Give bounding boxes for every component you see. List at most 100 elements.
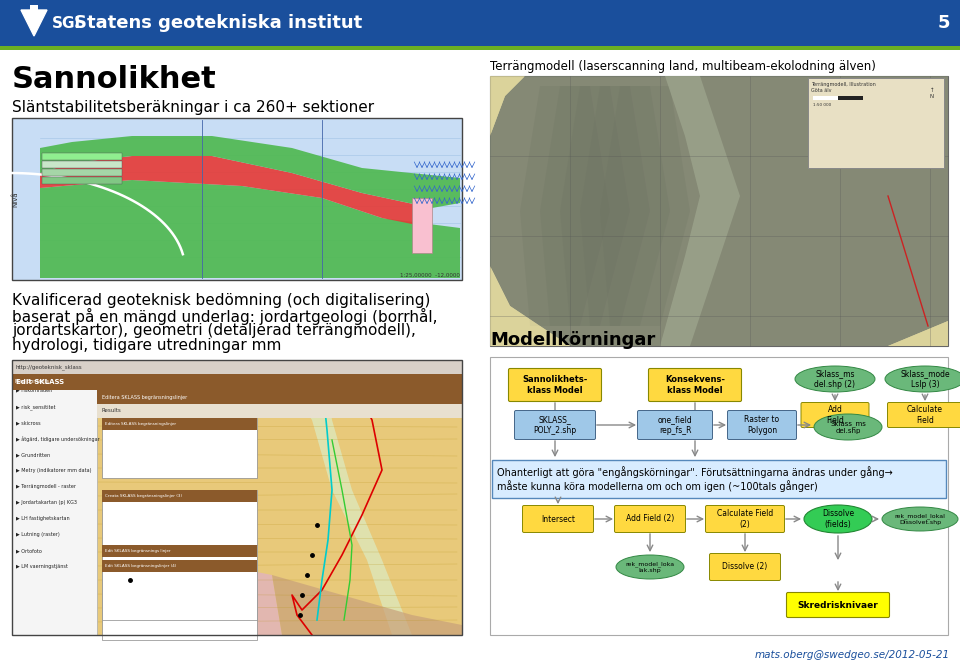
Text: Sklass_ms
del.shp: Sklass_ms del.shp xyxy=(830,420,866,434)
Text: Map Contents: Map Contents xyxy=(15,379,49,385)
Text: ▶ riskområden: ▶ riskområden xyxy=(16,388,52,393)
Bar xyxy=(12,360,462,635)
Text: Sklass_mode
Lslp (3): Sklass_mode Lslp (3) xyxy=(900,369,949,389)
Ellipse shape xyxy=(814,414,882,440)
Bar xyxy=(12,360,462,374)
Text: Ohanterligt att göra "engångskörningar". Förutsättningarna ändras under gång→
må: Ohanterligt att göra "engångskörningar".… xyxy=(497,466,893,492)
Bar xyxy=(102,545,257,557)
Text: Terrängmodell, Illustration
Göta älv: Terrängmodell, Illustration Göta älv xyxy=(811,82,876,93)
Text: Creata SKLASS begränsningslinjer (3): Creata SKLASS begränsningslinjer (3) xyxy=(105,494,182,498)
Bar xyxy=(12,374,462,390)
Text: ▶ Jordartakartan (p) KG3: ▶ Jordartakartan (p) KG3 xyxy=(16,500,77,505)
Text: ▶ risk_sensititet: ▶ risk_sensititet xyxy=(16,404,56,410)
Bar xyxy=(808,78,944,168)
FancyBboxPatch shape xyxy=(709,553,780,581)
Text: hydrologi, tidigare utredningar mm: hydrologi, tidigare utredningar mm xyxy=(12,338,281,353)
Polygon shape xyxy=(520,86,610,326)
Polygon shape xyxy=(650,76,740,346)
Bar xyxy=(12,360,97,635)
Text: Raster to
Polygon: Raster to Polygon xyxy=(744,415,780,435)
Text: mats.oberg@swedgeo.se/2012-05-21: mats.oberg@swedgeo.se/2012-05-21 xyxy=(755,650,950,660)
Text: ▶ Metry (indikatorer mm data): ▶ Metry (indikatorer mm data) xyxy=(16,468,91,473)
Polygon shape xyxy=(490,266,570,346)
Bar xyxy=(490,357,948,635)
Text: Dissolve
(fields): Dissolve (fields) xyxy=(822,509,854,529)
Polygon shape xyxy=(490,76,948,346)
FancyBboxPatch shape xyxy=(614,506,685,532)
Text: Skredrisknivaer: Skredrisknivaer xyxy=(798,600,878,610)
Text: ▶ Ortofoto: ▶ Ortofoto xyxy=(16,548,42,553)
Text: Editera SKLASS begränsningslinjer: Editera SKLASS begränsningslinjer xyxy=(105,422,176,426)
Text: Editera SKLASS begränsningslinjer: Editera SKLASS begränsningslinjer xyxy=(102,395,187,399)
Text: ▶ Terrängmodell - raster: ▶ Terrängmodell - raster xyxy=(16,484,76,489)
Text: ▶ add_sklass: ▶ add_sklass xyxy=(16,372,48,378)
Bar xyxy=(12,360,462,635)
Text: ▶ åtgärd, tidigare undersökningar: ▶ åtgärd, tidigare undersökningar xyxy=(16,436,100,442)
Bar xyxy=(0,46,960,50)
Text: Dissolve (2): Dissolve (2) xyxy=(722,563,768,571)
Bar xyxy=(102,560,257,572)
Ellipse shape xyxy=(804,505,872,533)
Text: Calculate
Field: Calculate Field xyxy=(907,405,943,425)
Bar xyxy=(12,374,97,390)
Bar xyxy=(102,545,257,620)
Bar xyxy=(102,418,257,478)
Text: ▶ LM vaerningstjänst: ▶ LM vaerningstjänst xyxy=(16,564,68,569)
Text: ▶ LH fastighetskartan: ▶ LH fastighetskartan xyxy=(16,516,70,521)
Bar xyxy=(42,161,122,168)
FancyBboxPatch shape xyxy=(649,369,741,401)
Bar xyxy=(102,418,257,430)
Polygon shape xyxy=(888,321,948,346)
FancyBboxPatch shape xyxy=(522,506,593,532)
Bar xyxy=(42,153,122,160)
Text: 1:50 000: 1:50 000 xyxy=(813,103,831,107)
Text: Släntstabilitetsberäkningar i ca 260+ sektioner: Släntstabilitetsberäkningar i ca 260+ se… xyxy=(12,100,374,115)
Polygon shape xyxy=(272,360,412,635)
Text: Sklass_ms
del.shp (2): Sklass_ms del.shp (2) xyxy=(814,369,855,389)
Text: baserat på en mängd underlag: jordartgeologi (borrhål,: baserat på en mängd underlag: jordartgeo… xyxy=(12,308,438,325)
Text: rek_model_lokal
Dissolvet.shp: rek_model_lokal Dissolvet.shp xyxy=(895,513,946,525)
Polygon shape xyxy=(40,180,460,278)
Text: 1:25,00000  -12,0000: 1:25,00000 -12,0000 xyxy=(400,273,460,278)
Bar xyxy=(813,96,838,100)
Text: Sannolikhet: Sannolikhet xyxy=(12,65,217,94)
Polygon shape xyxy=(40,136,460,208)
Text: rek_model_loka
lak.shp: rek_model_loka lak.shp xyxy=(625,561,675,573)
Bar xyxy=(102,490,257,545)
FancyBboxPatch shape xyxy=(801,402,869,428)
Ellipse shape xyxy=(885,366,960,392)
FancyBboxPatch shape xyxy=(786,592,890,618)
Text: Modellkörningar: Modellkörningar xyxy=(490,331,656,349)
Bar xyxy=(102,560,257,640)
Text: Kvalificerad geoteknisk bedömning (och digitalisering): Kvalificerad geoteknisk bedömning (och d… xyxy=(12,293,430,308)
Text: Add
Field: Add Field xyxy=(826,405,844,425)
Bar xyxy=(490,76,948,346)
Bar xyxy=(42,169,122,176)
Bar xyxy=(30,5,38,10)
Polygon shape xyxy=(600,86,690,326)
Text: Edit SKLASS: Edit SKLASS xyxy=(16,379,64,385)
FancyBboxPatch shape xyxy=(637,410,712,440)
Text: Konsekvens-
klass Model: Konsekvens- klass Model xyxy=(665,375,725,395)
FancyBboxPatch shape xyxy=(728,410,797,440)
Text: 5: 5 xyxy=(938,14,950,32)
Bar xyxy=(42,177,122,184)
Ellipse shape xyxy=(795,366,875,392)
Polygon shape xyxy=(560,86,650,326)
Text: Edit SKLASS begränsningslinjer (4): Edit SKLASS begränsningslinjer (4) xyxy=(105,564,177,568)
Bar xyxy=(12,360,462,635)
FancyBboxPatch shape xyxy=(509,369,602,401)
Polygon shape xyxy=(21,10,47,36)
Ellipse shape xyxy=(616,555,684,579)
Text: SKLASS_
POLY_2.shp: SKLASS_ POLY_2.shp xyxy=(534,415,577,435)
Bar xyxy=(97,404,462,418)
Bar xyxy=(492,460,946,498)
Polygon shape xyxy=(580,86,670,326)
Text: Intersect: Intersect xyxy=(541,514,575,524)
Bar xyxy=(0,0,960,46)
Bar xyxy=(97,390,462,404)
Polygon shape xyxy=(152,555,282,635)
Text: Terrängmodell (laserscanning land, multibeam-ekolodning älven): Terrängmodell (laserscanning land, multi… xyxy=(490,60,876,73)
Text: ↑
N: ↑ N xyxy=(929,88,934,99)
Ellipse shape xyxy=(882,507,958,531)
